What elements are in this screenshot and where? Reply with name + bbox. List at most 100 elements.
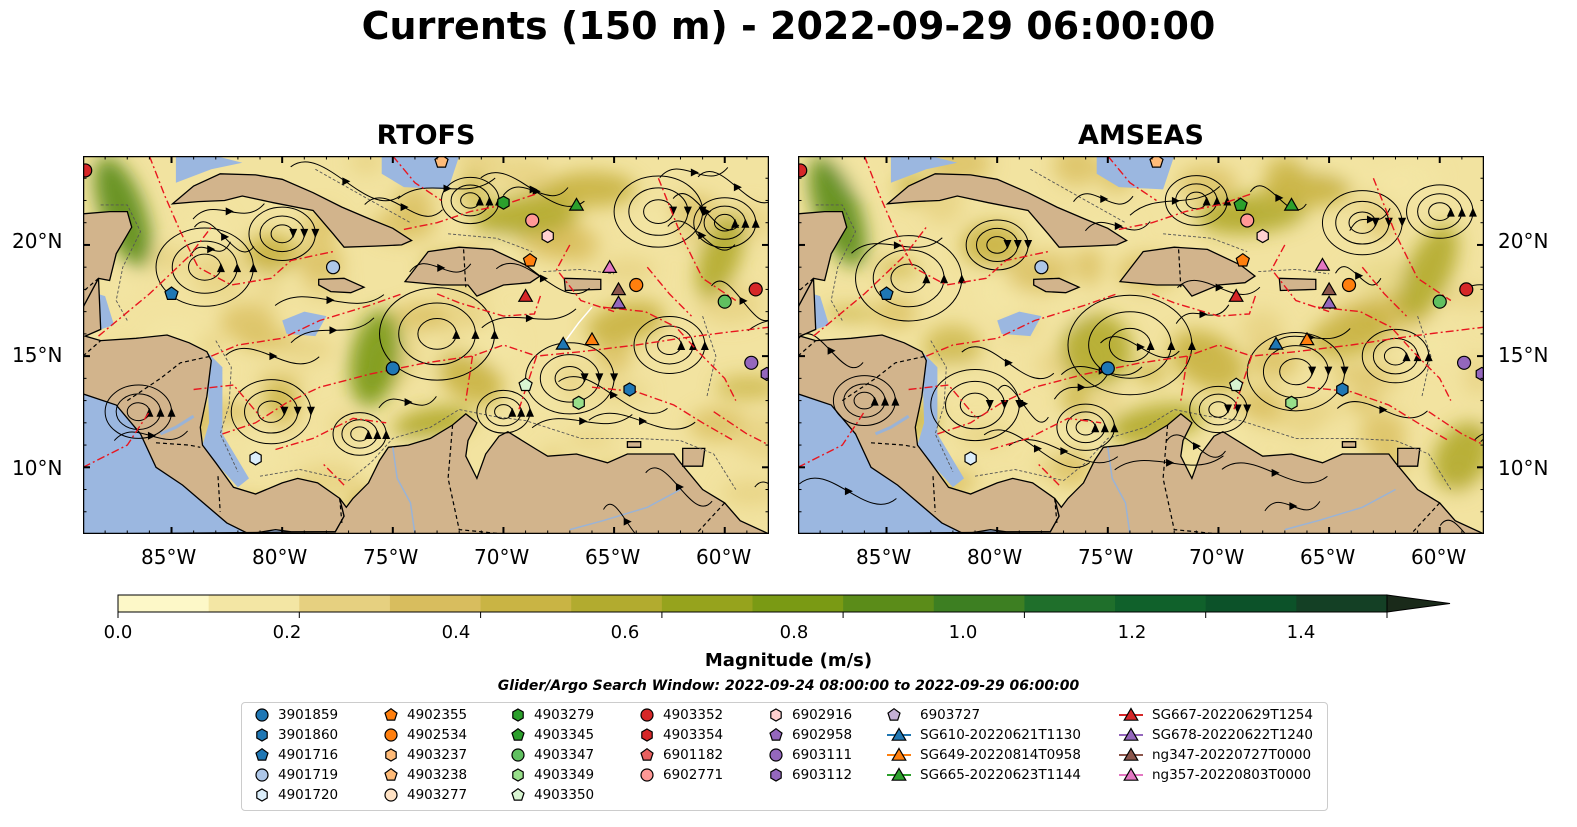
map-panel-rtofs[interactable]	[82, 155, 770, 535]
legend-marker-icon	[384, 707, 398, 721]
map-panel-amseas[interactable]	[797, 155, 1485, 535]
land-jamaica	[1033, 277, 1081, 294]
streamline-arrow	[733, 183, 742, 192]
platform-marker	[1283, 197, 1300, 211]
eez-boundary	[1107, 156, 1157, 202]
legend-marker-icon	[255, 747, 269, 761]
legend-marker-icon	[641, 728, 653, 742]
depth-contour	[815, 204, 857, 321]
legend-label: 4902534	[407, 727, 468, 743]
streamline-arrow	[156, 407, 165, 417]
platform-marker	[541, 228, 554, 244]
depth-contour	[974, 409, 1452, 490]
legend-label: 3901860	[278, 727, 339, 743]
colorbar-tick-5: 1.0	[948, 622, 978, 643]
streamline-arrow	[1033, 444, 1042, 453]
platform-marker	[434, 156, 449, 168]
streamline-arrow	[342, 177, 351, 186]
legend-label: 4903277	[407, 787, 468, 803]
legend-marker-icon	[887, 727, 911, 741]
streamline	[1439, 519, 1467, 534]
eez-boundary	[193, 384, 261, 417]
legend-item: SG649-20220814T0958	[886, 745, 1081, 765]
legend-marker-icon	[640, 708, 654, 722]
platform-marker	[1321, 295, 1337, 309]
platform-marker	[623, 382, 636, 397]
legend-label: 4901719	[278, 767, 339, 783]
lon-label-80w-left: 80°W	[252, 545, 308, 569]
streamline-arrow	[893, 241, 902, 250]
legend-item: 4903237	[383, 745, 467, 765]
legend-item: ng357-20220803T0000	[1118, 765, 1311, 785]
legend-label: ng357-20220803T0000	[1152, 767, 1312, 783]
streamline-arrow	[1212, 196, 1221, 206]
platform-marker	[1228, 288, 1244, 302]
streamline-arrow	[1136, 343, 1145, 352]
platform-marker	[1432, 294, 1447, 309]
streamline-arrow	[639, 417, 648, 426]
streamline-arrow	[1398, 217, 1407, 227]
streamline-arrow	[1340, 366, 1349, 376]
depth-contour	[1417, 315, 1432, 397]
streamline-arrow	[1355, 271, 1364, 280]
streamline-arrow	[1167, 341, 1176, 350]
legend-item: 6902958	[768, 725, 852, 745]
map-canvas-rtofs	[82, 155, 770, 535]
eez-boundary	[591, 386, 734, 442]
platform-marker	[385, 361, 400, 376]
country-border	[798, 340, 817, 357]
legend-item: 6903727	[886, 705, 980, 725]
streamline-arrow	[610, 391, 619, 400]
lon-label-65w-right: 65°W	[1300, 545, 1356, 569]
streamline-arrow	[700, 341, 709, 350]
legend-item: 4903349	[510, 765, 594, 785]
streamline-arrow	[452, 329, 461, 339]
platform-marker	[83, 163, 93, 178]
legend-marker-icon	[887, 747, 911, 761]
map-frame	[82, 155, 770, 535]
colorbar-tick-2: 0.4	[441, 622, 471, 643]
streamline-arrow	[1013, 239, 1022, 249]
legend-item: SG667-20220629T1254	[1118, 705, 1313, 725]
streamline-arrow	[373, 429, 382, 439]
streamline-arrow	[1275, 193, 1284, 202]
eez-boundary	[1306, 386, 1449, 442]
colorbar-tick-4: 0.8	[779, 622, 809, 643]
legend-label: 4903350	[534, 787, 595, 803]
country-border	[126, 355, 212, 402]
land-yucatan	[798, 156, 848, 308]
eez-boundary	[1118, 193, 1252, 231]
platform-marker	[249, 451, 262, 466]
streamline-arrow	[1004, 358, 1013, 367]
eez-boundary	[392, 156, 442, 202]
river-magdalena	[392, 447, 416, 534]
lon-label-80w-right: 80°W	[967, 545, 1023, 569]
streamline-arrow	[751, 218, 760, 228]
legend-marker-icon	[770, 768, 782, 782]
lon-label-60w-right: 60°W	[1411, 545, 1467, 569]
land-margarita	[1341, 441, 1357, 448]
legend: 3901859 3901860 4901716 4901719 4901720 …	[241, 702, 1328, 811]
legend-label: 6902958	[792, 727, 853, 743]
legend-marker-icon	[640, 747, 654, 761]
legend-label: SG678-20220622T1240	[1152, 727, 1313, 743]
country-border	[841, 355, 927, 402]
streamline-arrow	[1446, 207, 1455, 217]
depth-contour	[930, 340, 954, 472]
eez-boundary	[646, 266, 692, 317]
streamline-arrow	[1366, 215, 1375, 224]
eez-boundary	[321, 462, 345, 486]
legend-item: 4902534	[383, 725, 467, 745]
river-orinoco	[1284, 488, 1396, 531]
legend-item: 6902916	[768, 705, 852, 725]
eez-boundary	[908, 384, 976, 417]
platform-marker	[1314, 257, 1331, 271]
platform-marker	[1149, 156, 1164, 168]
legend-label: 6901182	[663, 747, 724, 763]
country-border	[932, 476, 936, 512]
country-border	[83, 340, 102, 357]
streamline-arrow	[1024, 239, 1033, 249]
streamline-arrow	[233, 263, 242, 273]
map-ticks	[82, 155, 770, 535]
streamline-arrow	[532, 187, 541, 196]
